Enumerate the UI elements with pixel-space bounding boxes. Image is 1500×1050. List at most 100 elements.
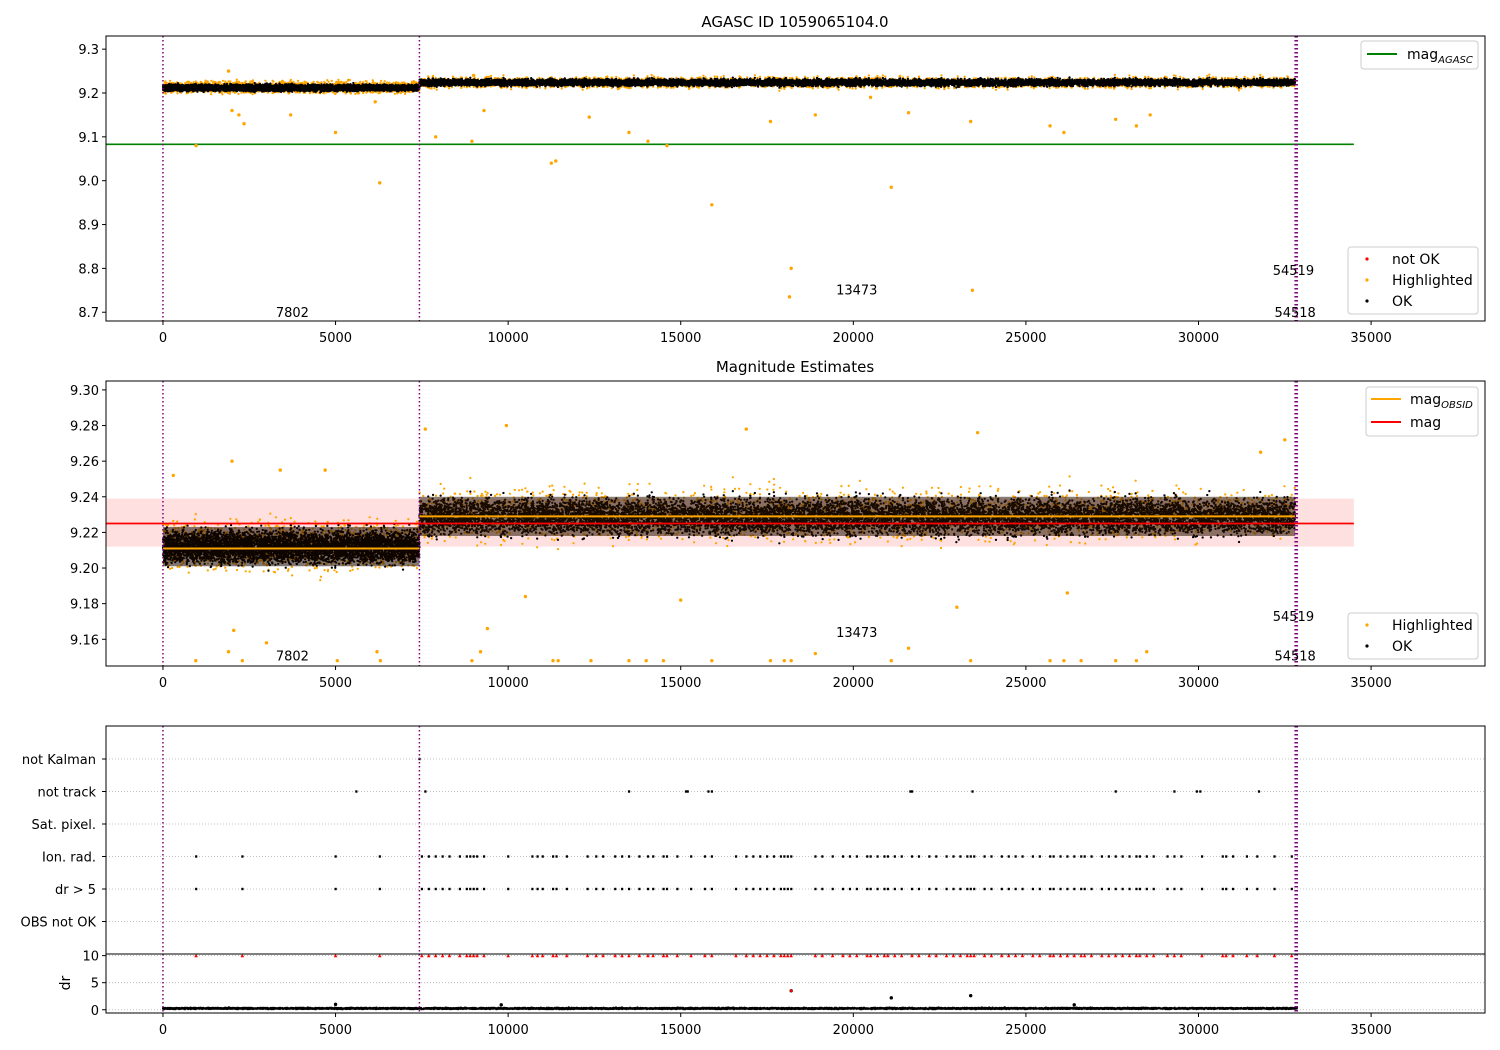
- highlighted-point: [335, 658, 339, 663]
- dr-outlier-point: [889, 996, 893, 1000]
- y-tick-label: 9.3: [78, 43, 99, 58]
- y-tick-label: 9.0: [78, 175, 99, 190]
- dr-clipped-marker: [848, 954, 852, 958]
- flag-marker: [1031, 855, 1035, 858]
- panel-flags-frame: [105, 725, 1486, 955]
- flag-marker: [1138, 855, 1142, 858]
- highlighted-point: [1134, 124, 1139, 128]
- flag-marker: [1066, 855, 1069, 858]
- x-tick-label: 25000: [1005, 676, 1046, 691]
- flag-marker: [831, 855, 834, 858]
- dr-clipped-marker: [972, 954, 976, 958]
- dr-clipped-marker: [899, 954, 904, 958]
- highlighted-point: [661, 658, 666, 663]
- flag-marker: [507, 855, 510, 858]
- dr-clipped-marker: [530, 954, 535, 958]
- flag-marker: [1173, 855, 1176, 858]
- flag-marker: [676, 887, 679, 891]
- flag-marker: [1221, 855, 1224, 858]
- dr-clipped-marker: [1089, 954, 1094, 958]
- x-tick-label: 25000: [1005, 1023, 1046, 1038]
- dr-outlier-point: [499, 1003, 503, 1007]
- dr-outlier-point: [1072, 1003, 1076, 1007]
- dr-clipped-marker: [468, 954, 472, 958]
- flag-marker: [1083, 887, 1086, 891]
- flag-marker: [876, 855, 879, 858]
- flag-marker: [1145, 887, 1148, 891]
- obsid-annotation: 13473: [836, 626, 877, 641]
- highlighted-point: [240, 658, 245, 663]
- flag-marker: [614, 855, 617, 858]
- flag-marker: [703, 855, 707, 858]
- flag-marker: [420, 855, 424, 858]
- flag-marker: [1107, 887, 1110, 891]
- flag-marker: [536, 887, 539, 891]
- flag-marker: [786, 887, 789, 891]
- highlighted-point: [1148, 113, 1152, 117]
- flag-marker: [1000, 855, 1003, 858]
- x-tick-label: 30000: [1178, 1023, 1219, 1038]
- flag-marker: [465, 887, 468, 891]
- dr-clipped-marker: [785, 954, 790, 958]
- flag-marker: [790, 887, 793, 891]
- legend-box: [1347, 246, 1479, 315]
- dr-clipped-marker: [1245, 954, 1249, 958]
- flag-marker: [821, 887, 824, 891]
- y-tick-label: 5: [91, 977, 99, 992]
- dr-clipped-marker: [1113, 954, 1118, 958]
- x-tick-label: 20000: [833, 676, 874, 691]
- flag-row-label: dr > 5: [55, 883, 96, 898]
- flag-marker: [909, 790, 912, 793]
- flag-marker: [334, 887, 337, 891]
- flag-marker: [195, 887, 198, 891]
- flag-marker: [1256, 887, 1259, 891]
- highlighted-point: [378, 658, 383, 663]
- flag-marker: [786, 855, 789, 858]
- dr-clipped-marker: [965, 954, 970, 958]
- flag-marker: [866, 855, 869, 858]
- dr-clipped-marker: [1058, 954, 1063, 958]
- flag-marker: [945, 887, 948, 891]
- dr-clipped-marker: [637, 954, 642, 958]
- dr-clipped-marker: [194, 954, 198, 958]
- flag-marker: [1138, 887, 1142, 891]
- flag-marker: [900, 855, 903, 858]
- dr-clipped-marker: [1037, 954, 1042, 958]
- highlighted-point: [1079, 658, 1083, 663]
- y-tick-label: 8.9: [78, 219, 99, 234]
- dr-clipped-marker: [475, 954, 479, 958]
- flag-marker: [971, 790, 974, 793]
- flag-marker: [646, 855, 650, 858]
- highlighted-point: [230, 108, 234, 113]
- dr-clipped-marker: [1065, 954, 1070, 958]
- dr-clipped-marker: [1179, 954, 1184, 958]
- x-tick-label: 0: [159, 1023, 167, 1038]
- flag-marker: [555, 887, 558, 891]
- dr-clipped-marker: [1006, 954, 1011, 958]
- highlighted-point: [556, 658, 560, 663]
- flag-marker: [241, 855, 244, 858]
- dr-clipped-marker: [1020, 954, 1025, 958]
- highlighted-point: [551, 658, 555, 663]
- flag-marker: [595, 855, 598, 858]
- flag-marker: [983, 855, 986, 858]
- flag-marker: [482, 887, 486, 891]
- highlighted-point: [194, 143, 198, 148]
- panel-magnitude-axes: 0 5000 10000 15000 20000 25000 30000 35000 9.16 9…: [70, 384, 1392, 691]
- flag-marker: [627, 855, 631, 858]
- highlighted-point: [768, 658, 773, 663]
- flag-marker: [710, 855, 713, 858]
- highlighted-point: [889, 185, 893, 189]
- flag-marker: [1199, 790, 1202, 793]
- dr-clipped-marker: [1082, 954, 1087, 958]
- flag-marker: [900, 887, 903, 891]
- dr-clipped-marker: [927, 954, 932, 958]
- highlighted-point: [1113, 658, 1118, 663]
- flag-marker: [752, 855, 755, 858]
- dr-clipped-marker: [471, 954, 476, 958]
- legend-label-highlighted: Highlighted: [1392, 618, 1473, 634]
- legend-mag-subscript: OBSID: [1441, 400, 1473, 411]
- highlighted-point: [230, 459, 234, 463]
- dr-clipped-marker: [703, 954, 707, 958]
- dr-clipped-marker: [646, 954, 650, 958]
